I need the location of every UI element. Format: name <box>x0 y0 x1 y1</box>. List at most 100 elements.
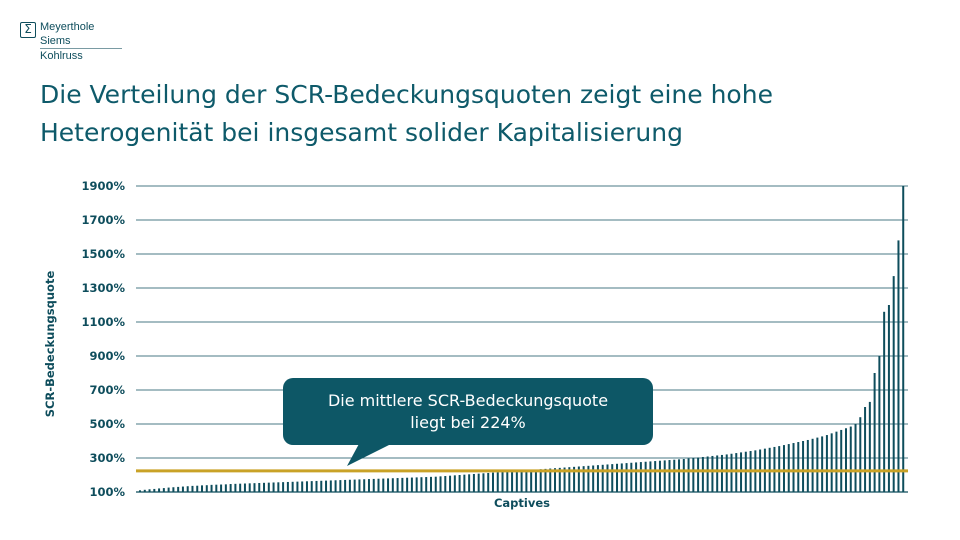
bar <box>420 477 423 492</box>
bar <box>196 485 199 492</box>
bar <box>887 305 890 492</box>
bar <box>453 475 456 492</box>
bar <box>654 461 657 492</box>
bar <box>320 480 323 492</box>
bar <box>797 442 800 492</box>
bar <box>301 481 304 492</box>
y-tick-label: 500% <box>89 417 125 431</box>
bar <box>639 462 642 492</box>
bar <box>706 456 709 492</box>
bar <box>735 453 738 492</box>
bar <box>868 401 871 492</box>
bar <box>463 474 466 492</box>
bar <box>139 490 141 492</box>
mean-callout-line-2: liegt bei 224% <box>410 413 526 432</box>
bar <box>787 444 790 492</box>
bar <box>325 480 328 492</box>
bar <box>477 473 480 492</box>
y-tick-label: 1500% <box>81 247 125 261</box>
bar <box>267 482 270 492</box>
bar <box>234 483 237 492</box>
bar <box>282 482 285 492</box>
bar <box>387 478 390 492</box>
bar <box>339 480 342 492</box>
bar <box>458 475 461 492</box>
bar <box>611 464 614 492</box>
y-tick-label: 1900% <box>81 179 125 193</box>
bar <box>315 480 318 492</box>
bar <box>511 471 514 492</box>
bar <box>277 482 280 492</box>
bar <box>840 429 843 492</box>
bar <box>625 463 628 492</box>
bar <box>620 463 623 492</box>
bar <box>429 476 432 492</box>
bar <box>334 480 337 492</box>
bar <box>186 486 189 492</box>
bar <box>329 480 332 492</box>
bar <box>873 373 876 492</box>
bar <box>491 472 494 492</box>
bar <box>305 481 308 492</box>
bar <box>539 469 542 492</box>
bar <box>263 482 266 492</box>
bar <box>496 472 499 492</box>
bar <box>449 475 452 492</box>
bar <box>806 439 809 492</box>
bar <box>534 469 537 492</box>
bar <box>606 464 609 492</box>
y-axis-label: SCR-Bedeckungsquote <box>43 271 57 418</box>
sigma-icon: Σ <box>20 22 36 38</box>
x-axis-label: Captives <box>494 496 550 510</box>
bar <box>568 467 571 492</box>
bar <box>549 468 552 492</box>
bar <box>344 479 347 492</box>
bar <box>363 479 366 492</box>
bar <box>577 466 580 492</box>
bar <box>844 428 847 492</box>
bar <box>258 482 261 492</box>
bar <box>143 489 146 492</box>
bar <box>224 484 227 492</box>
bar <box>782 445 785 492</box>
bar <box>864 407 867 492</box>
bar <box>701 456 704 492</box>
y-tick-label: 1700% <box>81 213 125 227</box>
bar <box>630 462 633 492</box>
bar <box>482 473 485 492</box>
bar <box>830 433 833 492</box>
bar <box>472 473 475 492</box>
bar <box>253 483 256 492</box>
bar <box>410 477 413 492</box>
bar <box>353 479 356 492</box>
bar <box>439 476 442 492</box>
bar <box>220 484 223 492</box>
bar <box>239 483 242 492</box>
bar <box>162 488 165 492</box>
bar <box>205 485 208 492</box>
bar <box>530 469 533 492</box>
bar <box>372 478 375 492</box>
bar <box>191 485 194 492</box>
bar <box>635 462 638 492</box>
bar <box>172 487 175 492</box>
bar <box>406 477 409 492</box>
bar <box>811 438 814 492</box>
bar <box>358 479 361 492</box>
bar <box>201 485 204 492</box>
bar <box>573 466 576 492</box>
bar <box>687 458 690 492</box>
bar <box>673 459 676 492</box>
bar <box>272 482 275 492</box>
bar <box>291 481 294 492</box>
y-tick-label: 1100% <box>81 315 125 329</box>
bar <box>401 477 404 492</box>
bar <box>720 454 723 492</box>
y-tick-label: 300% <box>89 451 125 465</box>
bar <box>711 455 714 492</box>
bar <box>601 464 604 492</box>
bar <box>444 476 447 492</box>
bar <box>678 459 681 492</box>
bar <box>544 468 547 492</box>
